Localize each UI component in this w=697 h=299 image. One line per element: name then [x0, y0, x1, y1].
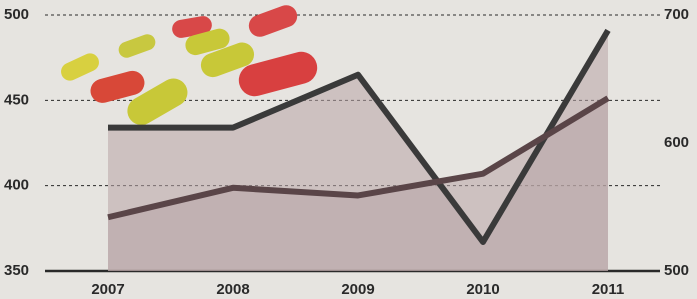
- y-tick-label: 450: [4, 91, 29, 108]
- x-tick-label: 2011: [592, 281, 625, 298]
- x-tick-label: 2010: [466, 281, 499, 298]
- x-tick-label: 2007: [91, 281, 124, 298]
- y-tick-label: 400: [4, 177, 29, 194]
- y-tick-label: 500: [4, 6, 29, 23]
- y2-tick-label: 500: [664, 262, 689, 279]
- y2-tick-label: 600: [664, 134, 689, 151]
- chart: 350 400 450 500 500 600 700 2007 2008 2009 2010 201…: [0, 0, 697, 299]
- x-tick-label: 2009: [341, 281, 374, 298]
- y-tick-label: 350: [4, 262, 29, 279]
- x-tick-label: 2008: [216, 281, 249, 298]
- y2-tick-label: 700: [664, 6, 689, 23]
